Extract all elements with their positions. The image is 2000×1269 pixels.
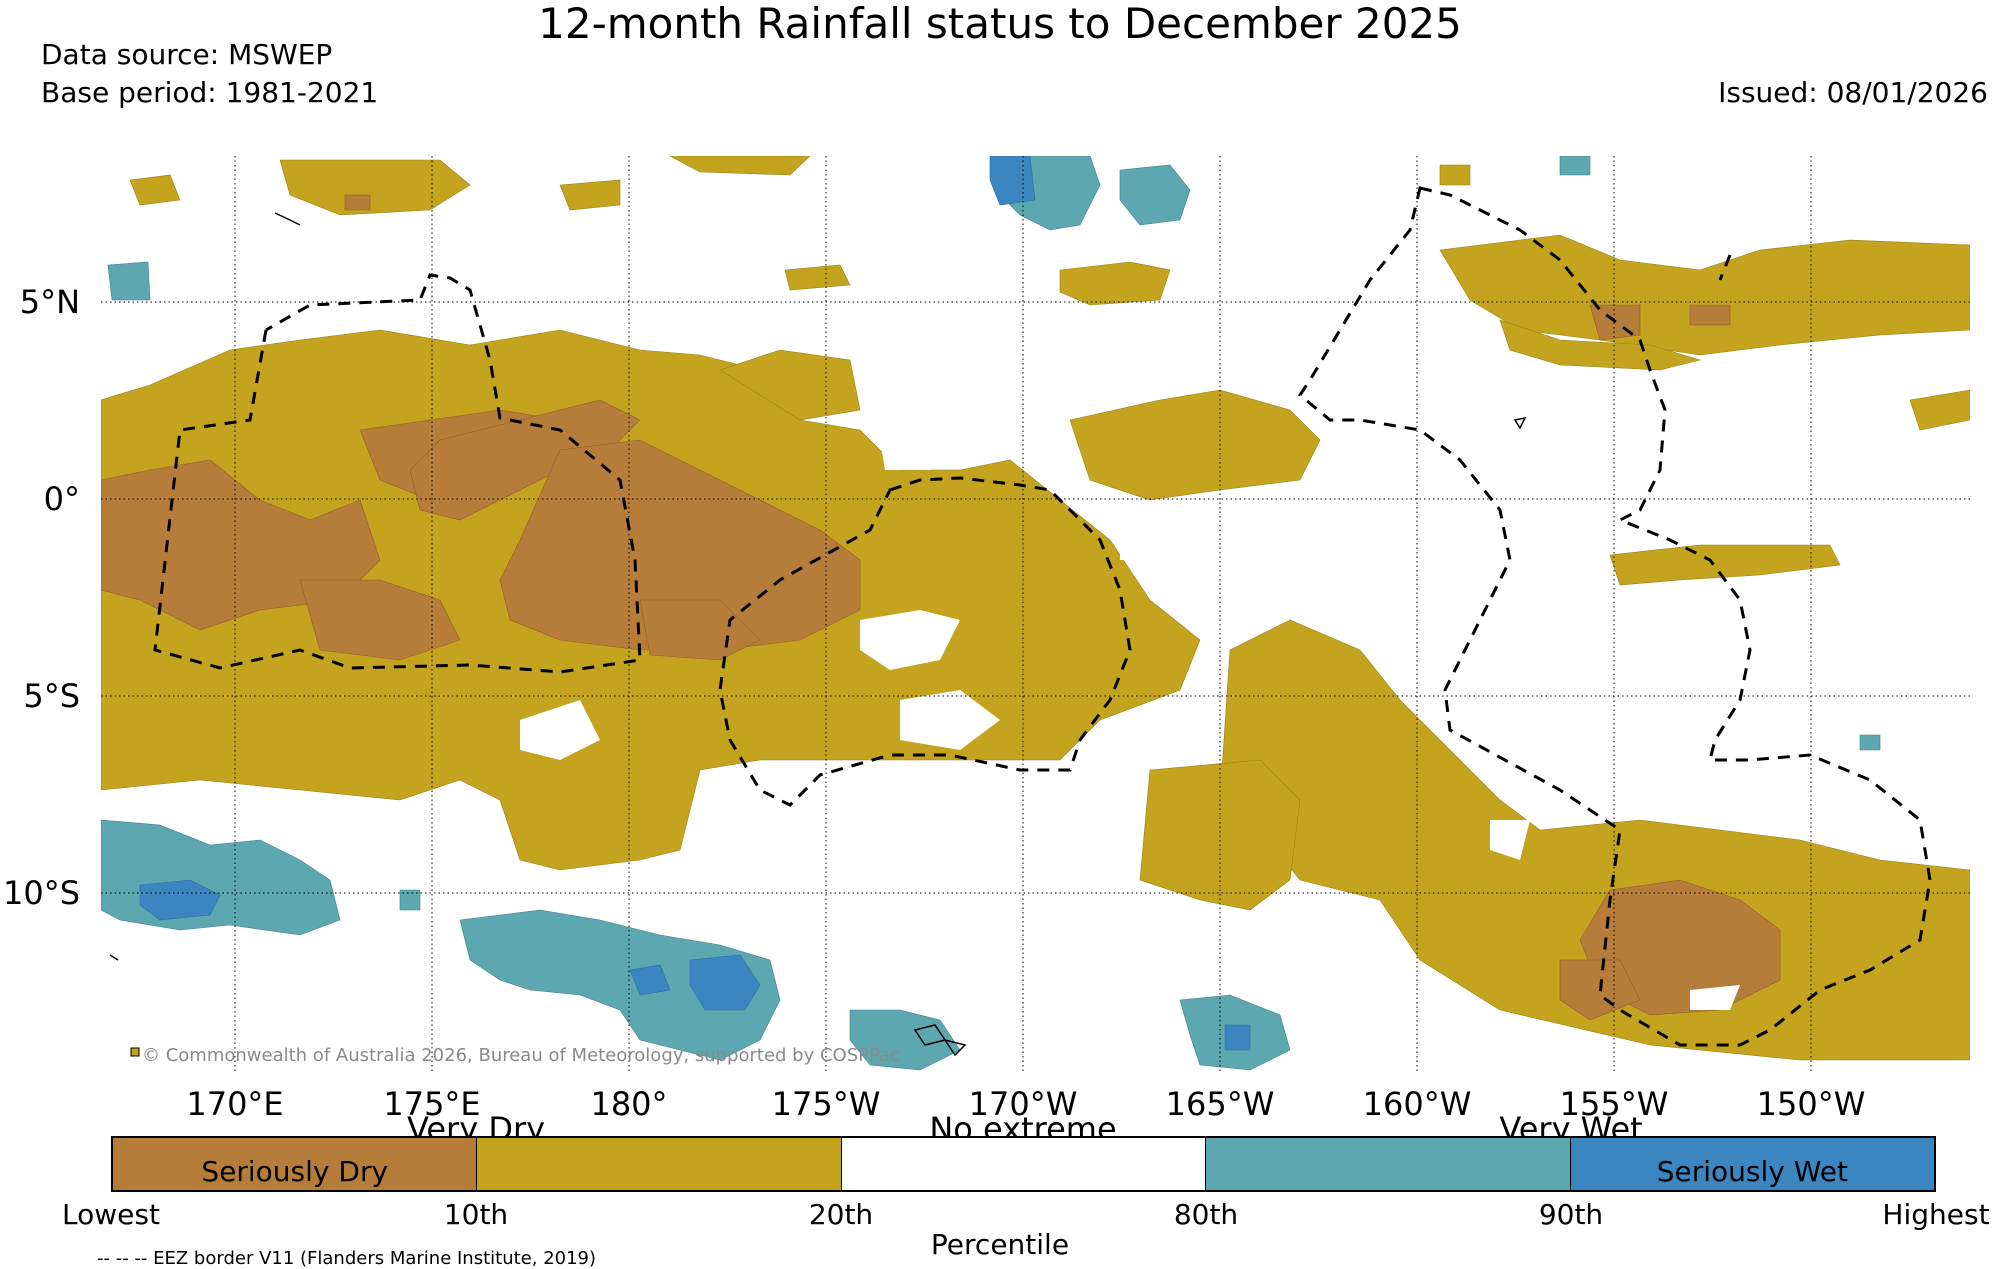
legend-colorbar: Seriously Dry Seriously Wet	[111, 1136, 1936, 1192]
copyright-notice: © Commonwealth of Australia 2026, Bureau…	[142, 1045, 900, 1066]
legend-tick-80th: 80th	[1173, 1198, 1239, 1231]
eez-borders	[153, 186, 1932, 1047]
legend-tick-20th: 20th	[808, 1198, 874, 1231]
legend-seg-seriously-dry: Seriously Dry	[113, 1138, 478, 1190]
legend-tick-90th: 90th	[1538, 1198, 1604, 1231]
map-title: 12-month Rainfall status to December 202…	[538, 0, 1462, 48]
lon-label-170w: 170°W	[969, 1085, 1078, 1123]
data-source-label: Data source: MSWEP	[41, 38, 333, 71]
legend-seg-no-extreme	[841, 1138, 1207, 1190]
lon-label-180: 180°	[590, 1085, 667, 1123]
lon-label-165w: 165°W	[1166, 1085, 1275, 1123]
legend-seg-very-wet	[1206, 1138, 1571, 1190]
island-outlines	[109, 212, 1527, 1057]
lon-label-175e: 175°E	[383, 1085, 480, 1123]
legend-seg-seriously-wet: Seriously Wet	[1570, 1138, 1935, 1190]
lon-label-170e: 170°E	[186, 1085, 283, 1123]
legend-label-seriously-wet: Seriously Wet	[1656, 1155, 1848, 1188]
legend-tick-10th: 10th	[443, 1198, 509, 1231]
base-period-label: Base period: 1981-2021	[41, 76, 379, 109]
lon-label-175w: 175°W	[772, 1085, 881, 1123]
lat-label-5n: 5°N	[20, 283, 80, 321]
graticule	[101, 156, 1970, 1071]
rainfall-regions	[101, 156, 1970, 1071]
legend-tick-lowest: Lowest	[62, 1198, 160, 1231]
lon-label-150w: 150°W	[1757, 1085, 1866, 1123]
legend-label-seriously-dry: Seriously Dry	[201, 1155, 389, 1188]
latitude-labels: 5°N 0° 5°S 10°S	[3, 283, 80, 912]
lat-label-0: 0°	[44, 480, 80, 518]
lat-label-5s: 5°S	[23, 677, 80, 715]
legend-axis-label: Percentile	[930, 1228, 1070, 1261]
eez-note: -- -- -- EEZ border V11 (Flanders Marine…	[97, 1248, 597, 1269]
issued-date-label: Issued: 08/01/2026	[1718, 76, 1988, 109]
lon-label-155w: 155°W	[1560, 1085, 1669, 1123]
lat-label-10s: 10°S	[3, 874, 80, 912]
legend-seg-very-dry	[477, 1138, 842, 1190]
longitude-labels: 170°E 175°E 180° 175°W 170°W 165°W 160°W…	[186, 1085, 1865, 1123]
legend-tick-highest: Highest	[1882, 1198, 1990, 1231]
lon-label-160w: 160°W	[1363, 1085, 1472, 1123]
copyright-marker	[130, 1047, 140, 1057]
